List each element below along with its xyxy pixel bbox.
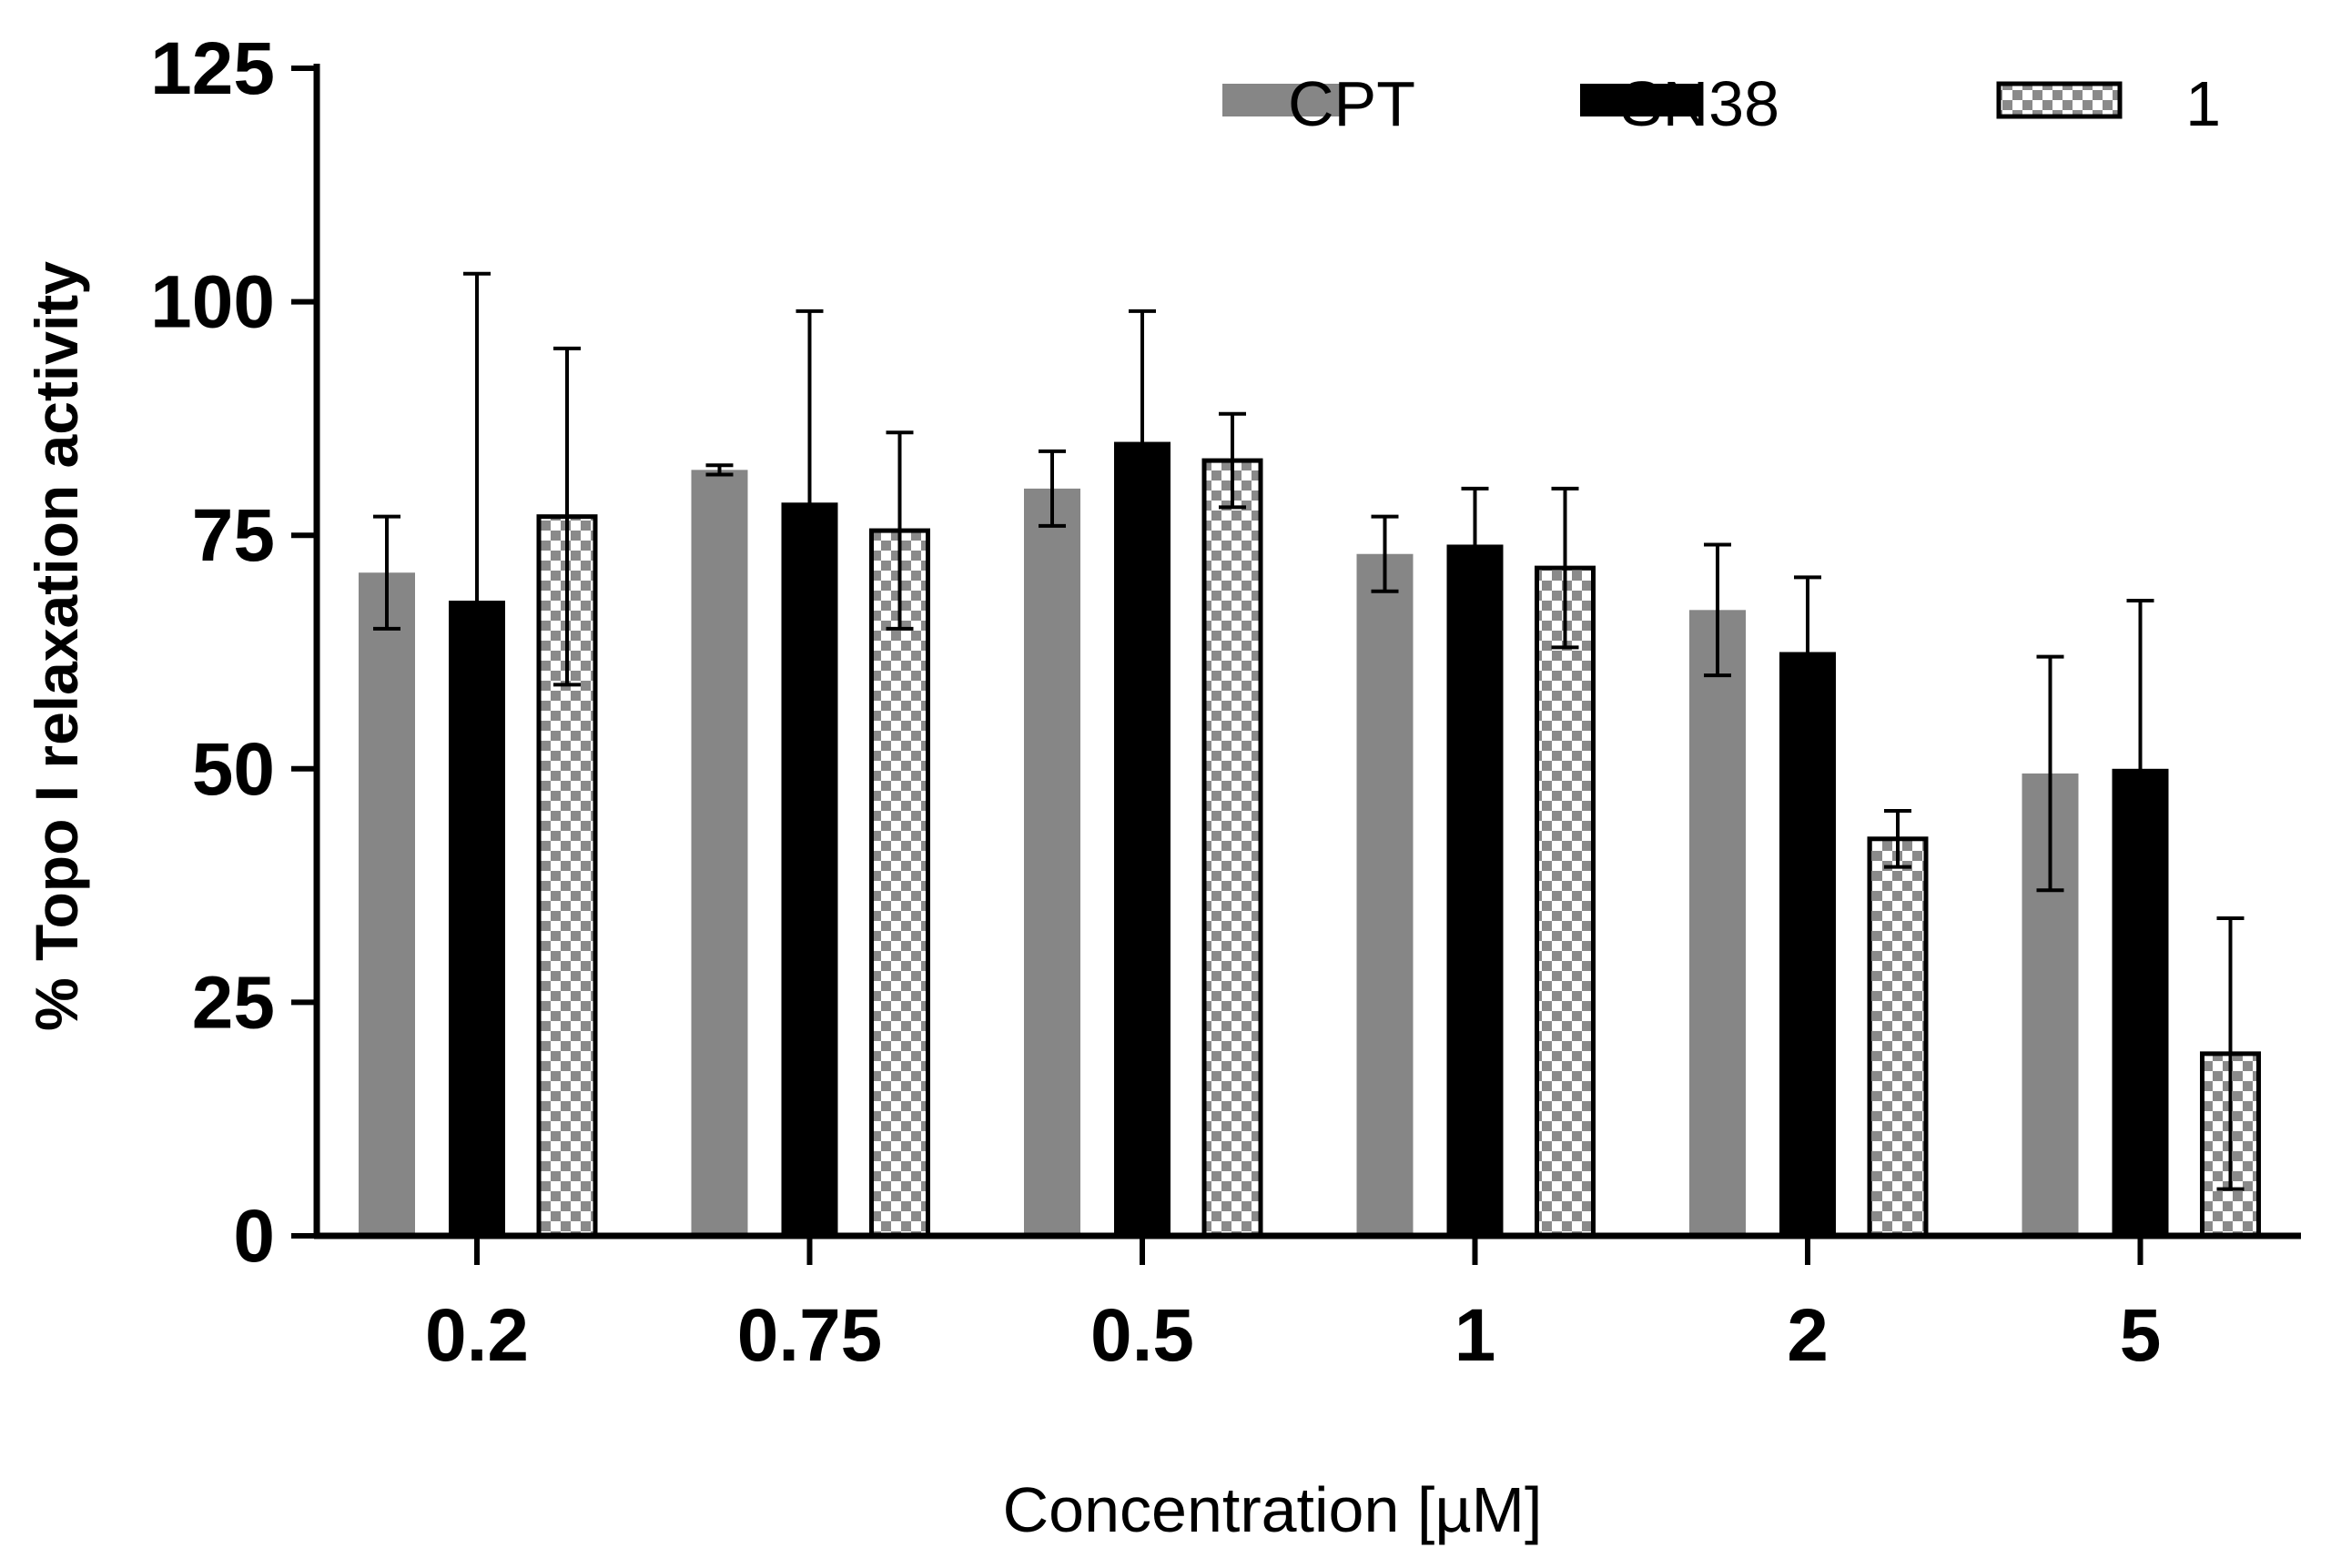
legend-item-sn38: SN38 — [1580, 68, 1779, 139]
error-bar-sn38-0.2 — [463, 271, 491, 930]
y-ticks: 0 25 50 75 100 125 — [150, 27, 317, 1278]
x-tick-label: 2 — [1787, 1294, 1829, 1377]
error-bar-cpt-5 — [2036, 654, 2064, 893]
x-tick-label: 0.5 — [1090, 1294, 1194, 1377]
error-bar-cpt-1 — [1371, 514, 1399, 593]
error-bar-1-5 — [2216, 916, 2245, 1191]
y-tick-label: 25 — [192, 961, 275, 1044]
error-bar-sn38-0.5 — [1129, 309, 1156, 575]
legend-swatch — [1996, 81, 2123, 119]
error-bar-1-2 — [1884, 808, 1911, 869]
error-bar-1-1 — [1551, 486, 1579, 650]
error-bar-sn38-5 — [2126, 599, 2154, 939]
error-bar-1-0.2 — [553, 346, 581, 687]
legend-label: SN38 — [1620, 68, 1779, 139]
error-bar-cpt-0.5 — [1039, 449, 1066, 528]
error-bar-cpt-0.2 — [373, 514, 400, 631]
x-ticks: 0.2 0.75 0.5 1 2 5 — [425, 1236, 2161, 1377]
bar-cpt-1 — [1356, 553, 1414, 1236]
legend-item-cpt: CPT — [1222, 68, 1415, 139]
y-tick-label: 75 — [192, 494, 275, 577]
y-tick-label: 100 — [150, 261, 275, 344]
bar-1-0.75 — [869, 528, 930, 1239]
x-tick-label: 0.2 — [425, 1294, 529, 1377]
legend-label: CPT — [1288, 68, 1415, 139]
bar-cpt-2 — [1689, 610, 1746, 1236]
error-bar-sn38-1 — [1461, 486, 1489, 603]
legend-item-1: 1 — [1996, 68, 2221, 139]
legend-label: 1 — [2185, 68, 2221, 139]
error-bar-sn38-0.75 — [796, 309, 824, 696]
x-tick-label: 1 — [1454, 1294, 1496, 1377]
error-bar-1-0.5 — [1219, 411, 1246, 510]
y-axis-title: % Topo I relaxation activity — [23, 261, 90, 1031]
bars-layer — [359, 441, 2261, 1239]
bar-cpt-0.75 — [691, 470, 748, 1236]
y-tick-label: 125 — [150, 27, 275, 110]
bar-sn38-1 — [1446, 544, 1504, 1236]
bar-cpt-0.5 — [1024, 488, 1080, 1236]
y-tick-label: 0 — [233, 1195, 275, 1278]
bar-sn38-2 — [1779, 652, 1836, 1236]
bar-cpt-0.2 — [359, 572, 415, 1236]
x-tick-label: 0.75 — [737, 1294, 883, 1377]
y-tick-label: 50 — [192, 728, 275, 811]
error-bars-layer — [373, 271, 2245, 1191]
x-tick-label: 5 — [2120, 1294, 2162, 1377]
x-axis-title: Concentration [µM] — [1003, 1474, 1543, 1545]
legend-swatch — [1580, 84, 1701, 116]
error-bar-cpt-0.75 — [705, 463, 734, 477]
error-bar-1-0.75 — [886, 430, 914, 631]
legend: CPT SN38 1 — [1222, 68, 2221, 139]
legend-swatch — [1222, 84, 1343, 116]
bar-1-2 — [1867, 836, 1929, 1239]
error-bar-cpt-2 — [1704, 542, 1731, 678]
bar-1-1 — [1535, 565, 1596, 1239]
bar-1-0.5 — [1201, 458, 1263, 1239]
error-bar-sn38-2 — [1794, 575, 1821, 729]
